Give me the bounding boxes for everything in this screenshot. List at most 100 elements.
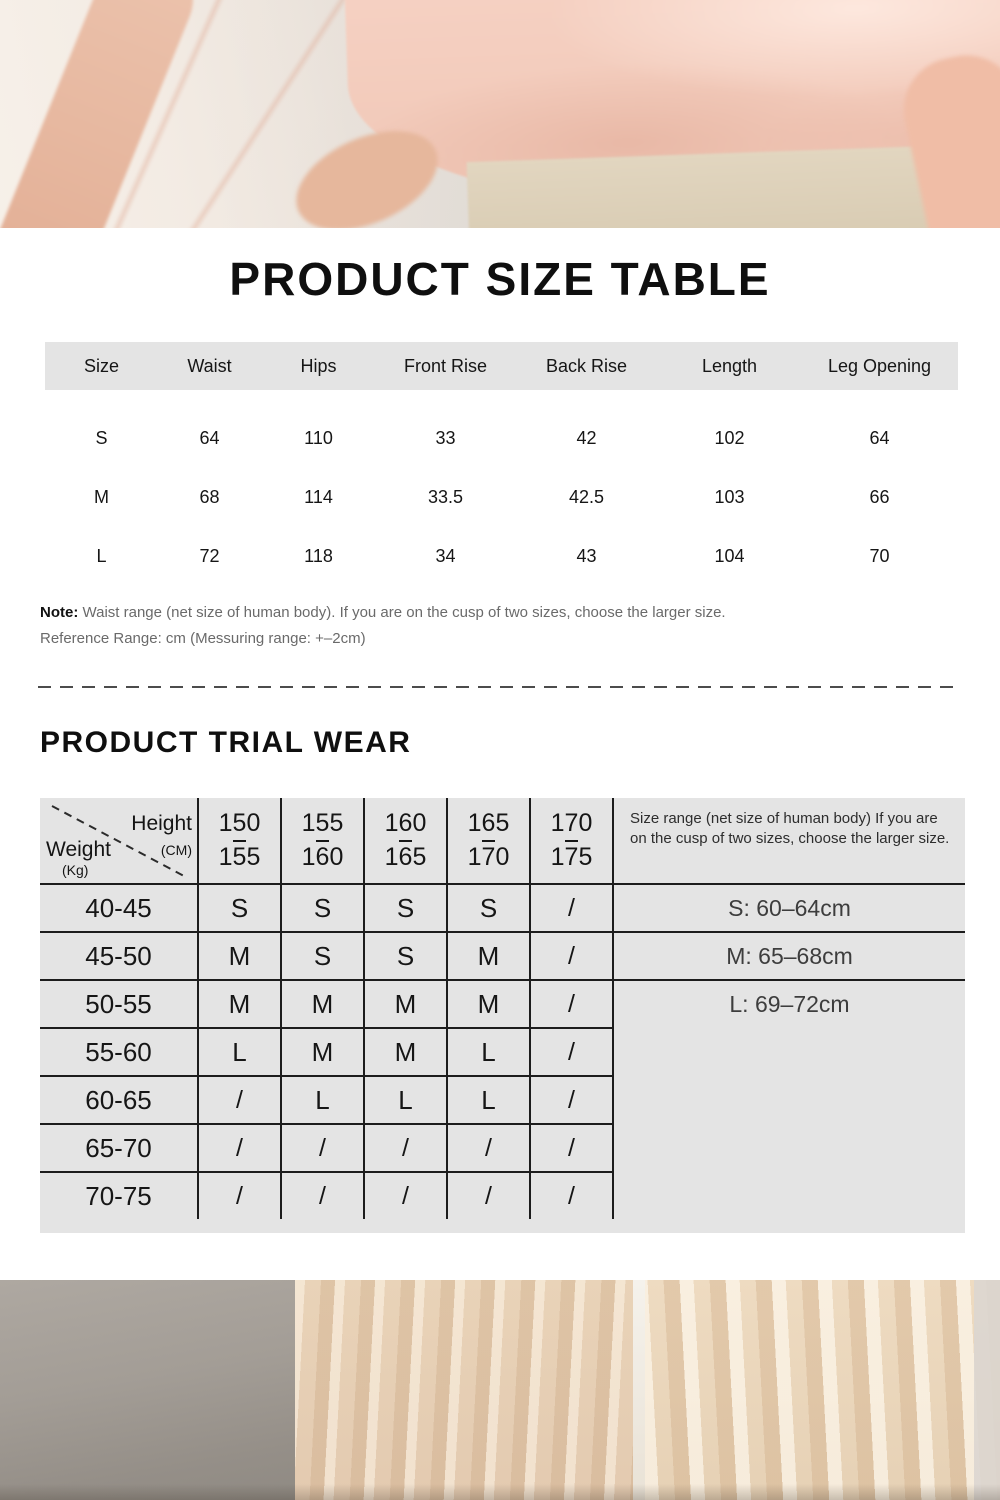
cell: L [96, 546, 107, 566]
size-range-m: M: 65–68cm [612, 931, 965, 979]
height-weight-corner-cell: Height (CM) Weight (Kg) [40, 798, 197, 883]
size-cell: L [446, 1027, 529, 1075]
height-col-header: 165 170 [446, 798, 529, 883]
cell: 33.5 [427, 487, 464, 507]
cell: 114 [304, 487, 333, 507]
cell: 42 [576, 428, 597, 448]
size-cell: S [280, 883, 363, 931]
height-to: 160 [301, 842, 344, 871]
size-cell: / [363, 1171, 446, 1219]
bottom-shadow [0, 1484, 1000, 1500]
weight-range-cell: 50-55 [40, 979, 197, 1027]
size-cell: / [280, 1123, 363, 1171]
size-cell: / [529, 1027, 612, 1075]
size-cell: L [197, 1027, 280, 1075]
size-range-l: L: 69–72cm [612, 979, 965, 1219]
height-col-header: 155 160 [280, 798, 363, 883]
fabric-highlight-shape [633, 1280, 645, 1500]
trial-size-note: Size range (net size of human body) If y… [612, 798, 965, 883]
size-cell: M [197, 979, 280, 1027]
cell: 42.5 [568, 487, 605, 507]
dashed-divider [38, 686, 962, 688]
weight-range-cell: 60-65 [40, 1075, 197, 1123]
height-from: 160 [384, 809, 427, 837]
col-header-leg-opening: Leg Opening [827, 355, 932, 376]
size-table-title: PRODUCT SIZE TABLE [229, 253, 771, 305]
range-dash [316, 839, 329, 842]
col-header-front-rise: Front Rise [403, 355, 488, 376]
bottom-product-photo [0, 1280, 1000, 1500]
top-product-photo [0, 0, 1000, 228]
cell: 102 [714, 428, 745, 448]
size-cell: / [529, 979, 612, 1027]
size-cell: / [197, 1075, 280, 1123]
weight-label: Weight [46, 838, 111, 861]
size-cell: / [446, 1123, 529, 1171]
size-cell: / [529, 883, 612, 931]
size-cell: S [363, 931, 446, 979]
height-to: 165 [384, 842, 427, 871]
range-dash [233, 839, 246, 842]
col-header-waist: Waist [187, 355, 232, 376]
cell: 118 [304, 546, 333, 566]
weight-unit: (Kg) [62, 862, 89, 878]
cell: 33 [435, 428, 456, 448]
cell: 110 [304, 428, 333, 448]
size-cell: M [280, 1027, 363, 1075]
cell: 72 [199, 546, 220, 566]
size-cell: L [363, 1075, 446, 1123]
size-table-body: S 64 110 33 42 102 64 M 68 114 33.5 42.5… [45, 409, 958, 586]
pant-leg-left-shape [295, 1280, 633, 1500]
height-from: 150 [218, 809, 261, 837]
height-from: 165 [467, 809, 510, 837]
weight-range-cell: 40-45 [40, 883, 197, 931]
size-cell: / [446, 1171, 529, 1219]
size-table: Size Waist Hips Front Rise Back Rise Len… [45, 342, 958, 586]
height-from: 155 [301, 809, 344, 837]
col-header-back-rise: Back Rise [545, 355, 628, 376]
range-dash [565, 839, 578, 842]
height-to: 155 [218, 842, 261, 871]
weight-range-cell: 45-50 [40, 931, 197, 979]
gray-wall-shape [0, 1280, 295, 1500]
diagonal-dashed-line [51, 805, 185, 877]
size-cell: / [197, 1171, 280, 1219]
height-to: 170 [467, 842, 510, 871]
size-cell: L [446, 1075, 529, 1123]
size-cell: L [280, 1075, 363, 1123]
size-range-s: S: 60–64cm [612, 883, 965, 931]
height-from: 170 [550, 809, 593, 837]
cell: 64 [869, 428, 890, 448]
weight-range-cell: 70-75 [40, 1171, 197, 1219]
size-cell: M [446, 931, 529, 979]
height-col-header: 170 175 [529, 798, 612, 883]
height-col-header: 160 165 [363, 798, 446, 883]
pant-leg-right-shape [645, 1280, 1000, 1500]
reference-line: Reference Range: cm (Messuring range: +–… [40, 630, 366, 647]
size-cell: M [446, 979, 529, 1027]
cell: S [95, 428, 108, 448]
col-header-size: Size [83, 355, 119, 376]
size-cell: / [529, 1075, 612, 1123]
cell: 103 [714, 487, 745, 507]
size-cell: / [197, 1123, 280, 1171]
size-cell: / [529, 931, 612, 979]
cell: 43 [576, 546, 597, 566]
size-cell: / [529, 1123, 612, 1171]
size-table-header-row: Size Waist Hips Front Rise Back Rise Len… [45, 342, 958, 390]
trial-wear-title: PRODUCT TRIAL WEAR [40, 726, 412, 759]
size-cell: M [363, 1027, 446, 1075]
size-cell: S [197, 883, 280, 931]
range-dash [482, 839, 495, 842]
size-cell: M [280, 979, 363, 1027]
table-row: S 64 110 33 42 102 64 [45, 409, 958, 468]
cell: 66 [869, 487, 890, 507]
size-cell: / [363, 1123, 446, 1171]
size-cell: S [446, 883, 529, 931]
height-col-header: 150 155 [197, 798, 280, 883]
size-table-notes: Note: Waist range (net size of human bod… [40, 600, 726, 652]
weight-range-cell: 55-60 [40, 1027, 197, 1075]
cell: M [94, 487, 109, 507]
right-wall-shape [974, 1280, 1000, 1500]
cell: 64 [199, 428, 220, 448]
